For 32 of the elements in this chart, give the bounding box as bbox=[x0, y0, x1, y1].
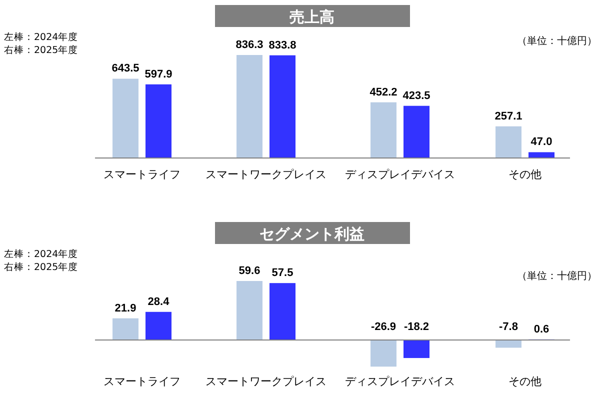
data-label: -18.2 bbox=[404, 321, 430, 333]
text: 右棒：2025年度 bbox=[4, 261, 78, 273]
x-tick-label: その他 bbox=[508, 375, 542, 388]
x-tick-label: その他 bbox=[508, 168, 542, 181]
text: （単位：十億円） bbox=[517, 35, 597, 47]
data-label: 257.1 bbox=[494, 110, 522, 122]
x-tick-label: スマートワークプレイス bbox=[206, 375, 326, 388]
x-tick-label: ディスプレイデバイス bbox=[345, 168, 455, 181]
chart-title: セグメント利益 bbox=[260, 225, 364, 243]
annotation: （単位：十億円） bbox=[517, 270, 597, 282]
x-tick-label: スマートライフ bbox=[104, 375, 180, 388]
data-label: 47.0 bbox=[530, 136, 552, 148]
data-label: 59.6 bbox=[238, 265, 260, 277]
data-label: -7.8 bbox=[499, 321, 518, 333]
chart-title: 売上高 bbox=[290, 8, 334, 26]
data-label: 643.5 bbox=[112, 62, 140, 75]
data-label: 0.6 bbox=[534, 323, 550, 336]
data-label: 423.5 bbox=[402, 90, 430, 102]
text: 左棒：2024年度 bbox=[4, 248, 78, 260]
x-tick-label: スマートワークプレイス bbox=[206, 168, 326, 181]
text: 右棒：2025年度 bbox=[4, 44, 78, 56]
data-label: 833.8 bbox=[268, 39, 296, 52]
data-label: -26.9 bbox=[370, 321, 396, 333]
text: 左棒：2024年度 bbox=[4, 31, 78, 43]
data-label: 597.9 bbox=[144, 68, 172, 80]
data-label: 21.9 bbox=[114, 302, 136, 314]
data-label: 28.4 bbox=[148, 296, 170, 308]
x-tick-label: ディスプレイデバイス bbox=[345, 375, 455, 388]
data-label: 57.5 bbox=[272, 267, 294, 280]
data-label: 836.3 bbox=[236, 39, 264, 51]
data-label: 452.2 bbox=[370, 86, 398, 98]
x-tick-label: スマートライフ bbox=[104, 168, 180, 181]
